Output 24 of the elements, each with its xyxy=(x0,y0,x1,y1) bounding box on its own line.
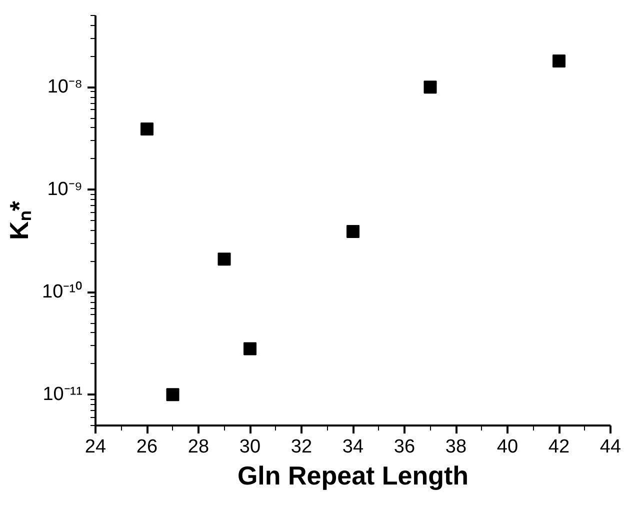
y-tick-label: 10⁻¹¹ xyxy=(42,384,83,406)
x-tick-label: 36 xyxy=(394,436,416,458)
y-axis-title: Kₙ* xyxy=(4,200,34,240)
x-tick-label: 32 xyxy=(290,436,312,458)
y-tick-label: 10⁻¹⁰ xyxy=(42,280,83,303)
point xyxy=(244,342,256,356)
x-tick-label: 24 xyxy=(84,436,106,458)
x-axis-title: Gln Repeat Length xyxy=(237,460,469,490)
x-tick-label: 44 xyxy=(600,436,622,458)
x-tick-label: 26 xyxy=(136,436,158,458)
y-tick-label: 10⁻⁹ xyxy=(47,179,83,200)
x-tick-label: 28 xyxy=(188,436,210,458)
point xyxy=(346,225,360,238)
x-tick-label: 40 xyxy=(496,436,518,458)
x-tick-label: 42 xyxy=(548,436,570,458)
point xyxy=(166,388,180,402)
x-tick-label: 34 xyxy=(342,436,364,458)
y-tick-label: 10⁻⁸ xyxy=(47,76,83,98)
point xyxy=(140,122,154,136)
point xyxy=(552,54,566,68)
x-tick-label: 30 xyxy=(239,436,261,458)
point xyxy=(424,80,437,94)
point xyxy=(218,252,231,266)
x-tick-label: 38 xyxy=(445,436,467,458)
